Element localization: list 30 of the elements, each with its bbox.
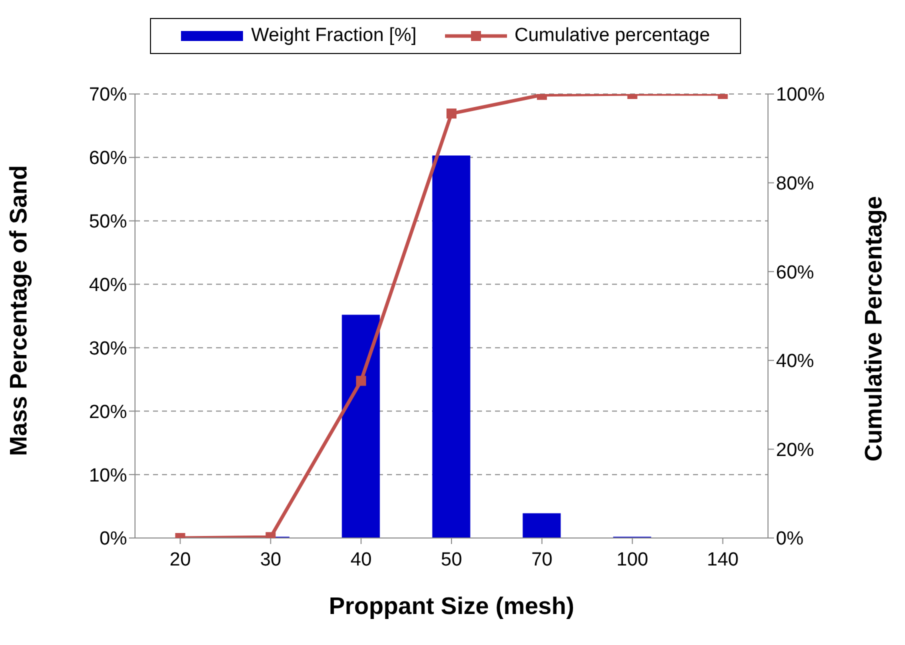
x-tick-label: 100 bbox=[616, 549, 648, 570]
y-tick-label: 20% bbox=[88, 402, 128, 423]
y-tick-label: 10% bbox=[88, 465, 128, 486]
y-axis-title: Mass Percentage of Sand bbox=[6, 165, 33, 456]
y-tick-label: 40% bbox=[88, 275, 128, 296]
y-tick-label: 60% bbox=[88, 148, 128, 170]
y2-tick-label: 0% bbox=[776, 528, 804, 550]
bar bbox=[342, 314, 380, 538]
legend-label: Weight Fraction [%] bbox=[251, 25, 417, 47]
y-tick-label: 30% bbox=[88, 338, 128, 360]
y2-tick-label: 100% bbox=[776, 84, 825, 106]
y2-tick-label: 40% bbox=[776, 351, 814, 372]
legend-label: Cumulative percentage bbox=[514, 25, 710, 47]
y2-tick-label: 60% bbox=[776, 262, 814, 284]
y2-axis-title: Cumulative Percentage bbox=[860, 196, 888, 462]
bar bbox=[522, 513, 561, 538]
bar bbox=[432, 156, 470, 538]
x-tick-label: 30 bbox=[260, 549, 282, 570]
y2-tick-label: 20% bbox=[776, 440, 814, 461]
x-tick-label: 140 bbox=[706, 549, 739, 570]
x-tick-label: 40 bbox=[350, 549, 372, 570]
y2-tick-label: 80% bbox=[776, 174, 814, 195]
y-tick-label: 70% bbox=[88, 84, 128, 106]
x-tick-label: 50 bbox=[440, 549, 462, 570]
x-tick-label: 20 bbox=[170, 549, 191, 570]
x-axis-title: Proppant Size (mesh) bbox=[328, 593, 574, 620]
y-tick-label: 50% bbox=[88, 212, 128, 233]
y-tick-label: 0% bbox=[100, 528, 128, 550]
point bbox=[356, 376, 366, 386]
x-tick-label: 70 bbox=[531, 549, 552, 570]
